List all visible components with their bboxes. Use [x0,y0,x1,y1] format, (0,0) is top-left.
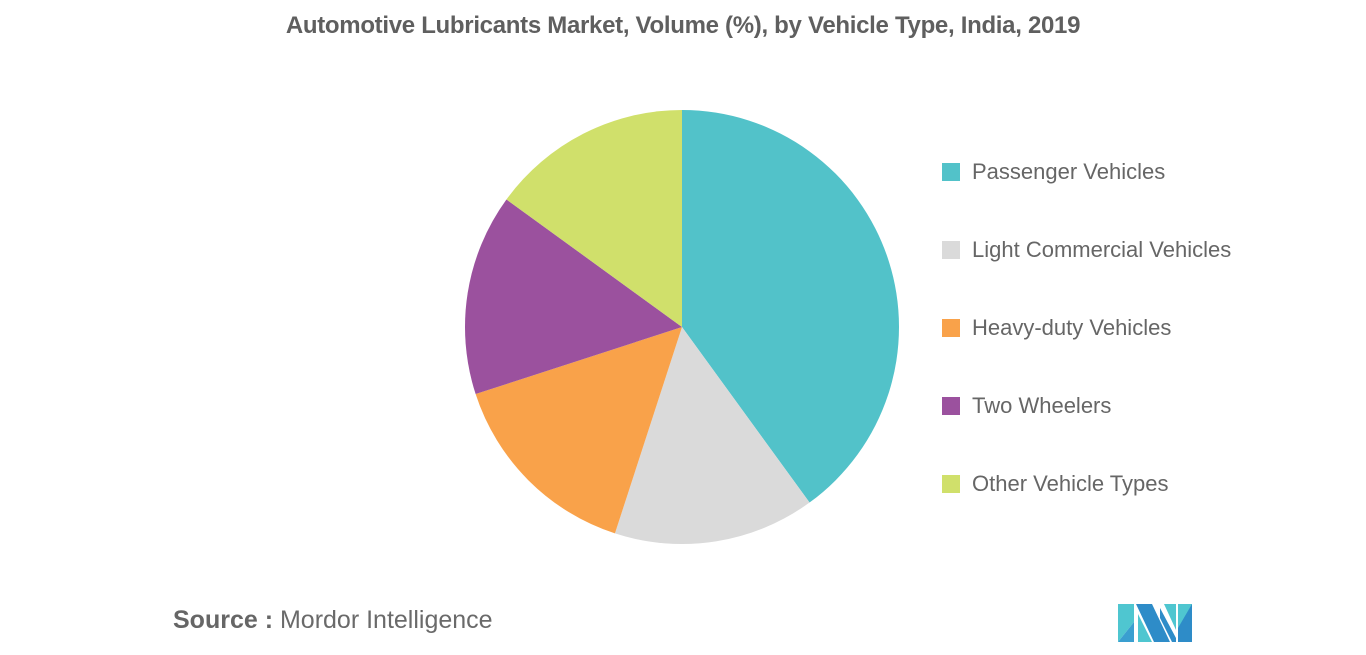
legend-swatch-icon [942,397,960,415]
pie-slice-passenger-vehicles[interactable] [682,110,899,503]
pie-slice-heavy-duty-vehicles[interactable] [475,327,682,534]
source-note: Source : Mordor Intelligence [173,606,493,635]
legend-item-passenger-vehicles[interactable]: Passenger Vehicles [942,157,1231,187]
legend-swatch-icon [942,241,960,259]
pie-slice-other-vehicle-types[interactable] [506,110,682,327]
chart-legend: Passenger Vehicles Light Commercial Vehi… [942,157,1231,547]
pie-slice-light-commercial-vehicles[interactable] [614,327,810,544]
legend-swatch-icon [942,319,960,337]
legend-item-other-vehicle-types[interactable]: Other Vehicle Types [942,469,1231,499]
legend-label: Light Commercial Vehicles [972,237,1232,262]
source-value: Mordor Intelligence [273,606,493,634]
mordor-intelligence-logo-icon [1118,604,1192,642]
source-key: Source : [173,606,274,634]
legend-label: Heavy-duty Vehicles [972,315,1172,340]
pie-slices [464,110,899,544]
pie-slice-two-wheelers[interactable] [464,199,682,395]
legend-label: Two Wheelers [972,393,1112,418]
chart-title: Automotive Lubricants Market, Volume (%)… [285,12,1081,39]
legend-label: Passenger Vehicles [972,159,1166,184]
legend-item-light-commercial-vehicles[interactable]: Light Commercial Vehicles [942,235,1231,265]
legend-item-heavy-duty-vehicles[interactable]: Heavy-duty Vehicles [942,313,1231,343]
legend-swatch-icon [942,163,960,181]
legend-item-two-wheelers[interactable]: Two Wheelers [942,391,1231,421]
legend-label: Other Vehicle Types [972,471,1169,496]
legend-swatch-icon [942,475,960,493]
